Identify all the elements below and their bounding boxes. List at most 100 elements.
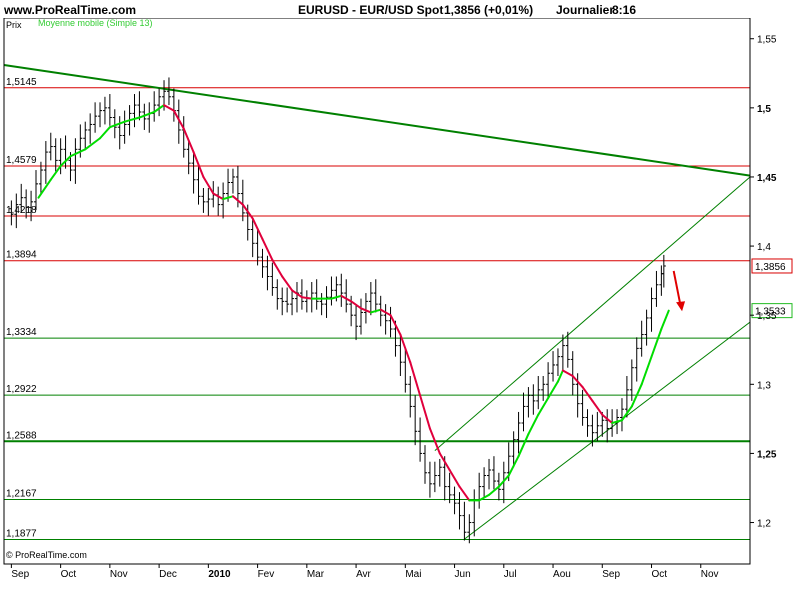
current-price-box xyxy=(751,258,793,274)
moving-average-segment xyxy=(399,333,412,364)
moving-average-segment xyxy=(527,413,540,436)
x-tick-label: Sep xyxy=(11,569,29,580)
moving-average-segment xyxy=(537,397,550,416)
moving-average-segment xyxy=(330,294,343,300)
time-label: 8:16 xyxy=(612,3,637,17)
x-tick-label: Nov xyxy=(110,569,128,580)
x-tick-label: Oct xyxy=(652,569,668,580)
level-label: 1,5145 xyxy=(6,77,37,88)
moving-average-segment xyxy=(660,309,670,331)
moving-average-segment xyxy=(507,455,520,477)
moving-average-segment xyxy=(438,452,451,472)
x-tick-label: Jul xyxy=(504,569,517,580)
y-tick-label: 1,4 xyxy=(757,242,771,253)
moving-average-segment xyxy=(123,116,141,123)
moving-average-segment xyxy=(291,289,303,299)
x-tick-label: Aou xyxy=(553,569,571,580)
level-label: 1,1877 xyxy=(6,529,37,540)
x-tick-label: Mar xyxy=(307,569,325,580)
chart-header: www.ProRealTime.com EURUSD - EUR/USD Spo… xyxy=(0,0,800,18)
moving-average-segment xyxy=(300,296,313,300)
level-label: 1,2167 xyxy=(6,488,37,499)
moving-average-segment xyxy=(428,427,441,455)
moving-average-segment xyxy=(448,469,461,488)
y-tick-label: 1,5 xyxy=(757,104,771,115)
trendlines xyxy=(3,64,751,540)
moving-average-segment xyxy=(620,405,633,422)
moving-average-segment xyxy=(108,120,126,129)
moving-average-segment xyxy=(571,375,584,389)
moving-average-segment xyxy=(379,308,392,317)
moving-average-segment xyxy=(350,300,362,310)
moving-average-value-box xyxy=(751,303,793,319)
moving-average-segment xyxy=(281,275,294,292)
moving-average-segment xyxy=(497,474,510,488)
y-tick-label: 1,55 xyxy=(757,35,777,46)
moving-average-segment xyxy=(153,104,166,113)
moving-average-segment xyxy=(650,328,663,358)
moving-average-segment xyxy=(561,369,574,378)
instrument-label: EURUSD - EUR/USD Spot xyxy=(298,3,444,17)
moving-average-segment xyxy=(359,307,372,314)
support-resistance-levels: 1,51451,45791,42181,38941,33341,29221,25… xyxy=(4,77,750,541)
x-tick-label: Mai xyxy=(405,569,421,580)
level-label: 1,2588 xyxy=(6,430,37,441)
moving-average-segment xyxy=(84,137,102,151)
y-axis: 1,55 1,5 1,45 1,4 1,35 1,3 1,25 1,2 xyxy=(750,35,777,530)
moving-average-segment xyxy=(241,203,254,220)
trendline xyxy=(434,176,751,452)
moving-average-segment xyxy=(212,192,225,201)
level-label: 1,3334 xyxy=(6,327,37,338)
current-price-label: 1,3856 xyxy=(755,262,786,273)
moving-average-segment xyxy=(630,383,643,408)
level-label: 1,2922 xyxy=(6,384,37,395)
moving-average-segment xyxy=(611,419,623,425)
level-label: 1,4579 xyxy=(6,155,37,166)
moving-average-segment xyxy=(547,380,559,400)
x-tick-label: Fev xyxy=(258,569,275,580)
moving-average-segment xyxy=(488,485,500,496)
x-tick-label: Avr xyxy=(356,569,371,580)
moving-average-segment xyxy=(59,155,72,167)
moving-average-segment xyxy=(49,164,62,181)
trendline xyxy=(3,64,751,177)
x-tick-label: Jun xyxy=(455,569,471,580)
moving-average-segment xyxy=(163,104,175,112)
y-tick-label: 1,35 xyxy=(757,311,777,322)
x-axis: Sep Oct Nov Dec 2010 Fev Mar Avr Mai Jun Jul Aou Sep… xyxy=(10,564,719,580)
moving-average-segment xyxy=(251,217,264,241)
moving-average-segment xyxy=(202,175,215,195)
moving-average-segment xyxy=(340,294,353,303)
price-chart[interactable]: 1,51451,45791,42181,38941,33341,29221,25… xyxy=(0,18,800,600)
moving-average-segment xyxy=(458,485,471,502)
moving-average-segment xyxy=(478,493,491,502)
moving-average-value-label: 1,3533 xyxy=(755,307,786,318)
down-arrow-head xyxy=(676,301,686,312)
moving-average-segment xyxy=(37,178,52,199)
price-axis-title: Prix xyxy=(6,20,22,30)
moving-average-segment xyxy=(581,386,594,402)
moving-average-segment xyxy=(231,195,244,206)
y-tick-label: 1,45 xyxy=(757,173,777,184)
site-label[interactable]: www.ProRealTime.com xyxy=(4,3,137,17)
moving-average-segment xyxy=(369,308,382,314)
moving-average-segment xyxy=(409,361,422,397)
x-tick-label: Dec xyxy=(159,569,177,580)
moving-average-segment xyxy=(640,355,653,386)
x-tick-label: Nov xyxy=(701,569,719,580)
x-tick-label: Oct xyxy=(61,569,77,580)
moving-average-segment xyxy=(271,258,284,278)
quote-label: 1,3856 (+0,01%) xyxy=(444,3,534,17)
moving-average-segment xyxy=(182,127,195,154)
y-tick-label: 1,25 xyxy=(757,449,777,460)
x-tick-label: Sep xyxy=(602,569,620,580)
y-tick-label: 1,3 xyxy=(757,380,771,391)
x-tick-label: 2010 xyxy=(208,569,231,580)
moving-average-segment xyxy=(591,399,604,416)
moving-average-segment xyxy=(517,433,530,458)
moving-average-segment xyxy=(69,148,87,158)
moving-average-segment xyxy=(601,413,614,425)
moving-average-segment xyxy=(389,314,402,336)
moving-average-segment xyxy=(222,195,234,201)
moving-average-segment xyxy=(556,369,564,383)
